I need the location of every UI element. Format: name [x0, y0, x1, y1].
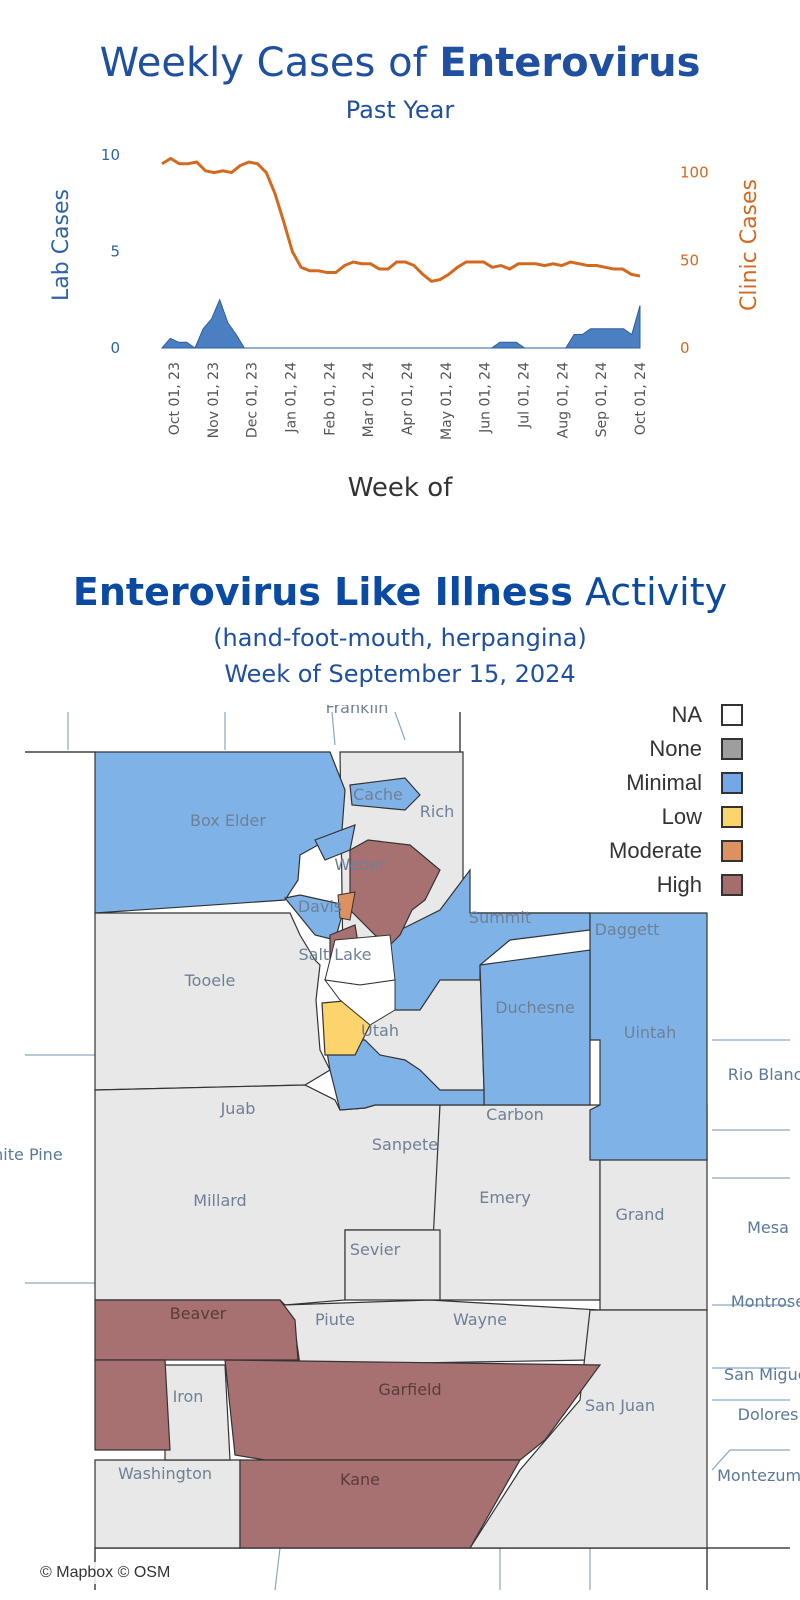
- chart-title-pre: Weekly Cases of: [99, 40, 440, 86]
- left-tick-label: 0: [110, 339, 120, 357]
- legend-item[interactable]: None: [580, 734, 780, 768]
- legend-swatch: [721, 738, 743, 760]
- legend-item[interactable]: Low: [580, 802, 780, 836]
- map-county-label: Salt Lake: [298, 945, 371, 964]
- legend-item[interactable]: NA: [580, 700, 780, 734]
- legend-swatch: [721, 704, 743, 726]
- map-county-label: Cache: [353, 785, 403, 804]
- x-tick-label: Jun 01, 24: [478, 362, 494, 434]
- legend-label: NA: [671, 702, 702, 727]
- x-axis-title: Week of: [348, 473, 453, 500]
- chart-title-bold: Enterovirus: [439, 40, 701, 86]
- legend-item[interactable]: Moderate: [580, 836, 780, 870]
- legend-label: Minimal: [626, 770, 702, 795]
- map-county-label: Montezuma: [717, 1466, 800, 1485]
- map-county-label: Box Elder: [190, 811, 266, 830]
- map-county-label: Millard: [193, 1191, 246, 1210]
- map-county-label: Summit: [469, 908, 531, 927]
- map-title: Enterovirus Like Illness Activity: [0, 570, 800, 614]
- x-tick-label: Apr 01, 24: [400, 362, 416, 435]
- legend-label: None: [649, 736, 702, 761]
- map-county-label: Piute: [315, 1310, 355, 1329]
- right-tick-label: 0: [680, 339, 690, 357]
- map-county-label: Washington: [118, 1464, 212, 1483]
- map-county-label: Montrose: [731, 1292, 800, 1311]
- map-county-label: San Miguel: [724, 1365, 800, 1384]
- map-county-label: Carbon: [486, 1105, 544, 1124]
- legend-swatch: [721, 874, 743, 896]
- legend-swatch: [721, 772, 743, 794]
- map-county-label: Sanpete: [372, 1135, 438, 1154]
- map-county-label: Uintah: [624, 1023, 677, 1042]
- y-axis-left-title: Lab Cases: [49, 189, 74, 301]
- x-tick-label: Jan 01, 24: [284, 362, 300, 434]
- x-tick-label: May 01, 24: [439, 362, 455, 440]
- map-county-label: Dolores: [738, 1405, 799, 1424]
- right-tick-label: 50: [680, 251, 699, 269]
- map-subtitle-1: (hand-foot-mouth, herpangina): [213, 624, 587, 652]
- y-axis-right-title: Clinic Cases: [737, 179, 762, 311]
- clinic-cases-line: [161, 156, 641, 283]
- x-tick-label: Feb 01, 24: [322, 362, 338, 436]
- map-county-label: Franklin: [326, 705, 389, 717]
- map-county-label: Iron: [173, 1387, 204, 1406]
- map-county-label: Kane: [340, 1470, 380, 1489]
- map-county-label: Beaver: [170, 1304, 227, 1323]
- x-tick-label: Dec 01, 23: [245, 362, 261, 438]
- left-tick-label: 10: [101, 146, 120, 164]
- chart-subtitle: Past Year: [345, 96, 455, 124]
- map-attribution: © Mapbox © OSM: [34, 1562, 177, 1584]
- legend-swatch: [721, 840, 743, 862]
- map-county-label: Wayne: [453, 1310, 507, 1329]
- map-county-label: Rich: [420, 802, 455, 821]
- map-county-label: Duchesne: [495, 998, 575, 1017]
- map-county-label: Garfield: [378, 1380, 441, 1399]
- x-tick-label: Mar 01, 24: [361, 362, 377, 437]
- map-county-label: Mesa: [747, 1218, 789, 1237]
- legend-item[interactable]: Minimal: [580, 768, 780, 802]
- map-county-label: Rio Blanco: [728, 1065, 800, 1084]
- legend: NA None Minimal Low Moderate High: [580, 700, 780, 904]
- x-tick-label: Jul 01, 24: [517, 362, 533, 429]
- legend-label: Moderate: [609, 838, 702, 863]
- x-tick-label: Aug 01, 24: [555, 362, 571, 438]
- left-tick-label: 5: [110, 243, 120, 261]
- x-tick-label: Nov 01, 23: [206, 362, 222, 438]
- map-county-label: Davis: [298, 897, 342, 916]
- map-county-label: Emery: [479, 1188, 531, 1207]
- map-county-label: Sevier: [350, 1240, 401, 1259]
- map-title-bold: Enterovirus Like Illness: [72, 570, 573, 614]
- map-county-label: San Juan: [585, 1396, 655, 1415]
- right-tick-label: 100: [680, 164, 709, 182]
- x-tick-label: Oct 01, 24: [633, 362, 649, 435]
- x-tick-label: Oct 01, 23: [167, 362, 183, 435]
- x-tick-label: Sep 01, 24: [594, 362, 610, 437]
- utah-county-map[interactable]: Franklin Rich Box Elder Cache Weber Davis Summ…: [0, 705, 800, 1600]
- legend-swatch: [721, 806, 743, 828]
- lab-cases-area: [160, 298, 641, 349]
- map-county-label: White Pine: [0, 1145, 63, 1164]
- map-county-label: Daggett: [595, 920, 660, 939]
- map-county-label: Grand: [615, 1205, 664, 1224]
- map-title-rest: Activity: [572, 570, 728, 614]
- legend-label: Low: [661, 804, 702, 829]
- legend-item[interactable]: High: [580, 870, 780, 904]
- chart-title: Weekly Cases of Enterovirus: [0, 40, 800, 86]
- legend-label: High: [656, 872, 702, 897]
- map-county-label: Tooele: [184, 971, 236, 990]
- map-county-label: Weber: [334, 855, 386, 874]
- map-county-label: Juab: [220, 1099, 256, 1118]
- map-subtitle-2: Week of September 15, 2024: [224, 660, 576, 688]
- map-county-label: Utah: [361, 1021, 399, 1040]
